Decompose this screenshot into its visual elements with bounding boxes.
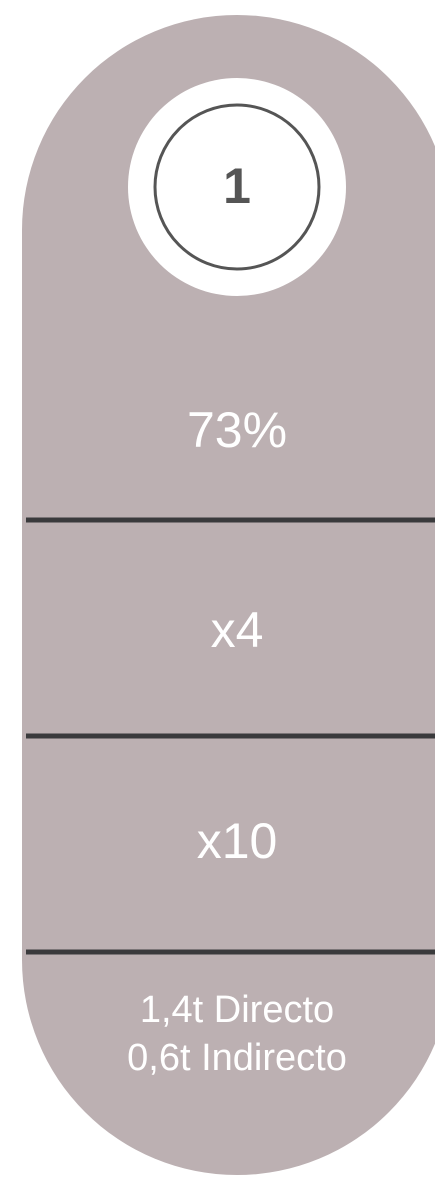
badge-outer bbox=[128, 78, 346, 296]
row-value: 73% bbox=[187, 402, 287, 458]
badge-number: 1 bbox=[223, 158, 251, 214]
row-value: x4 bbox=[211, 602, 264, 658]
footer-line: 1,4t Directo bbox=[140, 989, 334, 1031]
row-value: x10 bbox=[197, 813, 278, 869]
pill-background bbox=[22, 15, 435, 1175]
footer-line: 0,6t Indirecto bbox=[127, 1037, 347, 1079]
badge-ring bbox=[153, 103, 321, 271]
